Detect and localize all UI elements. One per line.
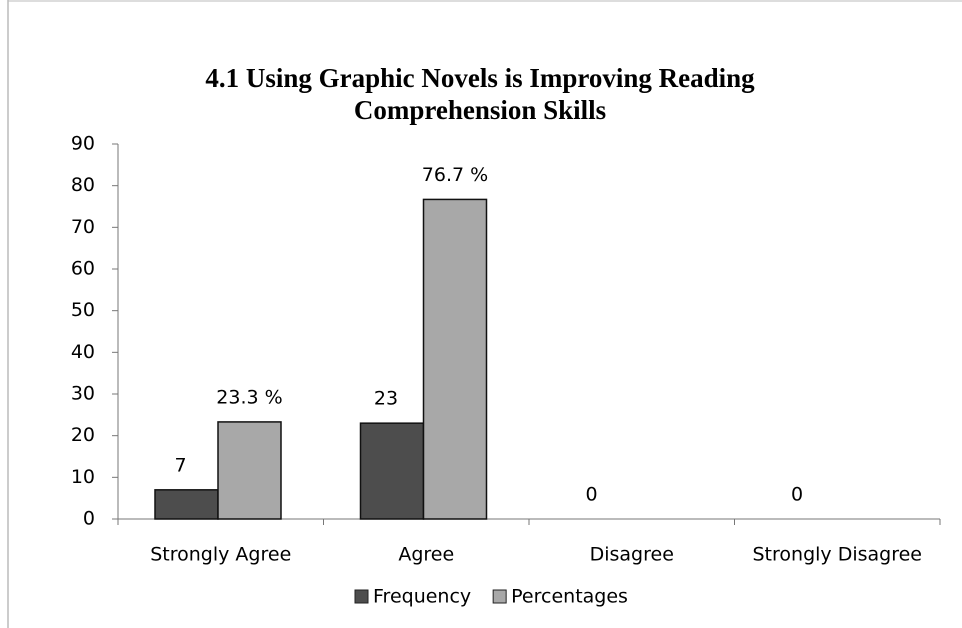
y-tick-label: 60: [71, 258, 95, 280]
y-tick-label: 70: [71, 216, 95, 238]
data-label: 23.3 %: [216, 386, 282, 408]
x-tick-label: Agree: [398, 544, 454, 566]
y-tick-label: 80: [71, 174, 95, 196]
legend-swatch: [354, 589, 369, 604]
bar: [154, 489, 219, 520]
legend-label: Percentages: [511, 586, 628, 608]
y-tick-label: 0: [83, 508, 95, 530]
legend-swatch: [492, 589, 507, 604]
data-label: 0: [791, 484, 803, 506]
bar: [422, 198, 488, 520]
y-tick-label: 10: [71, 466, 95, 488]
bar: [359, 422, 425, 520]
y-tick-label: 90: [71, 133, 95, 155]
y-tick-label: 30: [71, 383, 95, 405]
legend-label: Frequency: [373, 586, 471, 608]
data-label: 23: [374, 388, 398, 410]
y-tick-label: 50: [71, 299, 95, 321]
x-tick-label: Disagree: [590, 544, 674, 566]
chart-title: 4.1 Using Graphic Novels is Improving Re…: [205, 63, 755, 125]
x-tick-label: Strongly Disagree: [753, 544, 922, 566]
data-label: 7: [174, 454, 186, 476]
x-tick-label: Strongly Agree: [150, 544, 291, 566]
y-tick-label: 20: [71, 424, 95, 446]
bar: [217, 421, 282, 520]
data-label: 76.7 %: [422, 164, 488, 186]
data-label: 0: [585, 484, 597, 506]
y-tick-label: 40: [71, 341, 95, 363]
